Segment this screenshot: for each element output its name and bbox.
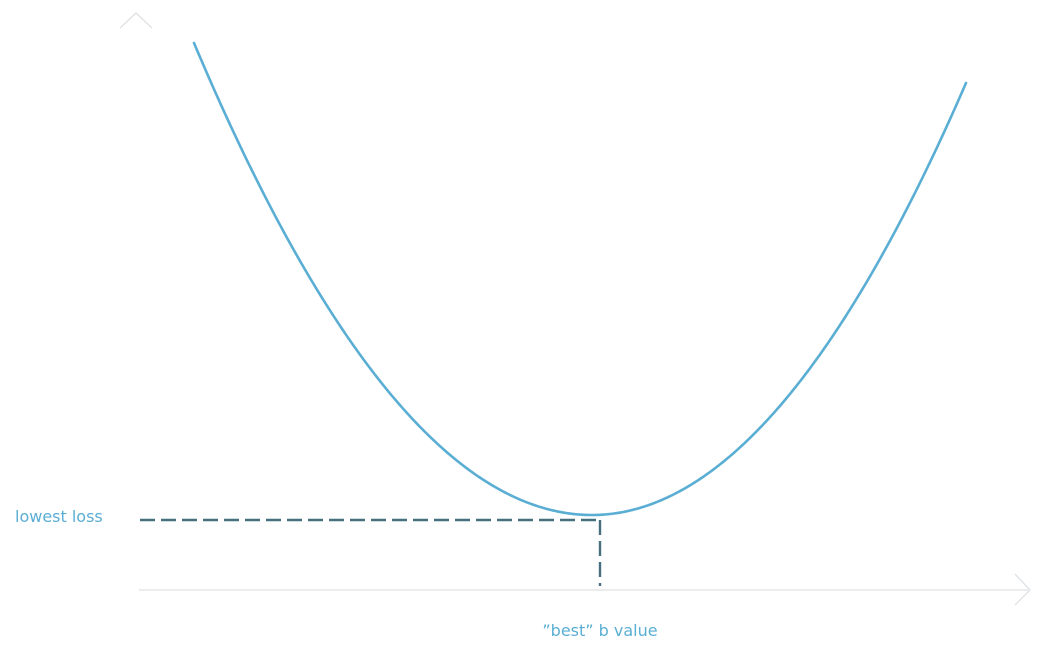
lowest-loss-label: lowest loss: [15, 507, 103, 526]
y-axis-arrow-icon: [119, 12, 153, 29]
loss-curve: [192, 41, 968, 517]
x-axis-arrow-icon: [1014, 573, 1031, 606]
best-b-value-label: ”best” b value: [542, 621, 657, 640]
